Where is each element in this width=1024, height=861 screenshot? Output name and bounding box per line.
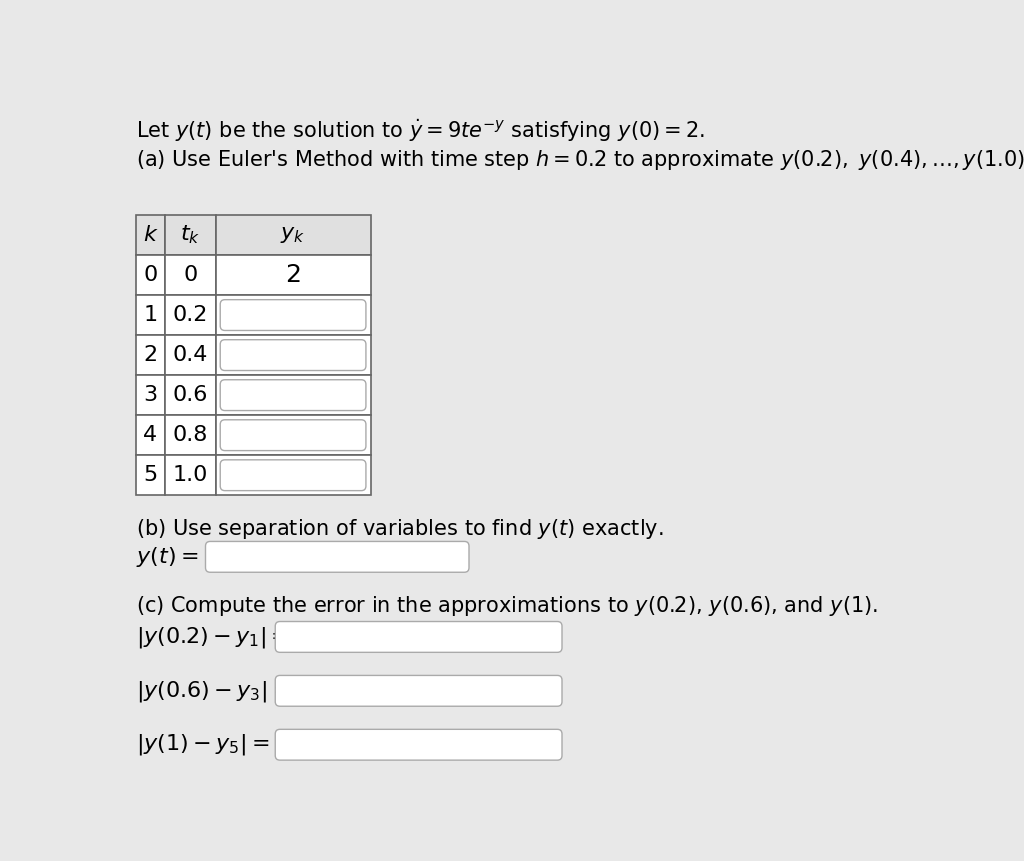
Bar	[165, 375, 216, 415]
Text: $k$: $k$	[142, 225, 159, 245]
FancyBboxPatch shape	[206, 542, 469, 573]
FancyBboxPatch shape	[275, 675, 562, 706]
Text: $|y(0.6) - y_3| =$: $|y(0.6) - y_3| =$	[136, 678, 290, 703]
Bar	[165, 455, 216, 495]
FancyBboxPatch shape	[275, 622, 562, 653]
Bar	[216, 295, 371, 335]
Text: (a) Use Euler's Method with time step $h = 0.2$ to approximate $y(0.2),\ y(0.4),: (a) Use Euler's Method with time step $h…	[136, 148, 1024, 172]
Text: 4: 4	[143, 425, 158, 445]
Bar	[136, 215, 165, 255]
Text: (b) Use separation of variables to find $y(t)$ exactly.: (b) Use separation of variables to find …	[136, 517, 664, 541]
Bar	[136, 415, 165, 455]
Text: 2: 2	[143, 345, 158, 365]
Bar	[136, 255, 165, 295]
Text: 0: 0	[183, 265, 198, 285]
Text: $t_k$: $t_k$	[180, 224, 201, 246]
Bar	[165, 335, 216, 375]
Bar	[165, 215, 216, 255]
Text: 0.8: 0.8	[173, 425, 208, 445]
Bar	[136, 335, 165, 375]
FancyBboxPatch shape	[220, 420, 366, 450]
Text: 0.2: 0.2	[173, 305, 208, 325]
Text: 5: 5	[143, 465, 158, 486]
Text: 0.6: 0.6	[173, 385, 208, 406]
Bar	[216, 335, 371, 375]
Text: 1.0: 1.0	[173, 465, 208, 486]
FancyBboxPatch shape	[220, 340, 366, 370]
FancyBboxPatch shape	[220, 380, 366, 411]
FancyBboxPatch shape	[220, 300, 366, 331]
Text: 1: 1	[143, 305, 158, 325]
Text: $y(t) =$: $y(t) =$	[136, 544, 199, 568]
Bar	[216, 415, 371, 455]
Text: Let $y(t)$ be the solution to $\dot{y} = 9te^{-y}$ satisfying $y(0) = 2$.: Let $y(t)$ be the solution to $\dot{y} =…	[136, 117, 705, 144]
Bar	[216, 455, 371, 495]
FancyBboxPatch shape	[275, 729, 562, 760]
Text: 2: 2	[285, 263, 301, 287]
Bar	[216, 375, 371, 415]
Bar	[165, 255, 216, 295]
Bar	[136, 295, 165, 335]
Text: 3: 3	[143, 385, 158, 406]
FancyBboxPatch shape	[220, 460, 366, 491]
Bar	[136, 375, 165, 415]
Bar	[165, 295, 216, 335]
Bar	[136, 455, 165, 495]
Text: 0: 0	[143, 265, 158, 285]
Text: $|y(0.2) - y_1| =$: $|y(0.2) - y_1| =$	[136, 624, 289, 649]
Bar	[165, 415, 216, 455]
Text: $|y(1) - y_5| =$: $|y(1) - y_5| =$	[136, 733, 269, 758]
Bar	[216, 255, 371, 295]
Text: (c) Compute the error in the approximations to $y(0.2)$, $y(0.6)$, and $y(1)$.: (c) Compute the error in the approximati…	[136, 594, 878, 618]
Bar	[216, 215, 371, 255]
Text: $y_k$: $y_k$	[281, 225, 306, 245]
Text: 0.4: 0.4	[173, 345, 208, 365]
